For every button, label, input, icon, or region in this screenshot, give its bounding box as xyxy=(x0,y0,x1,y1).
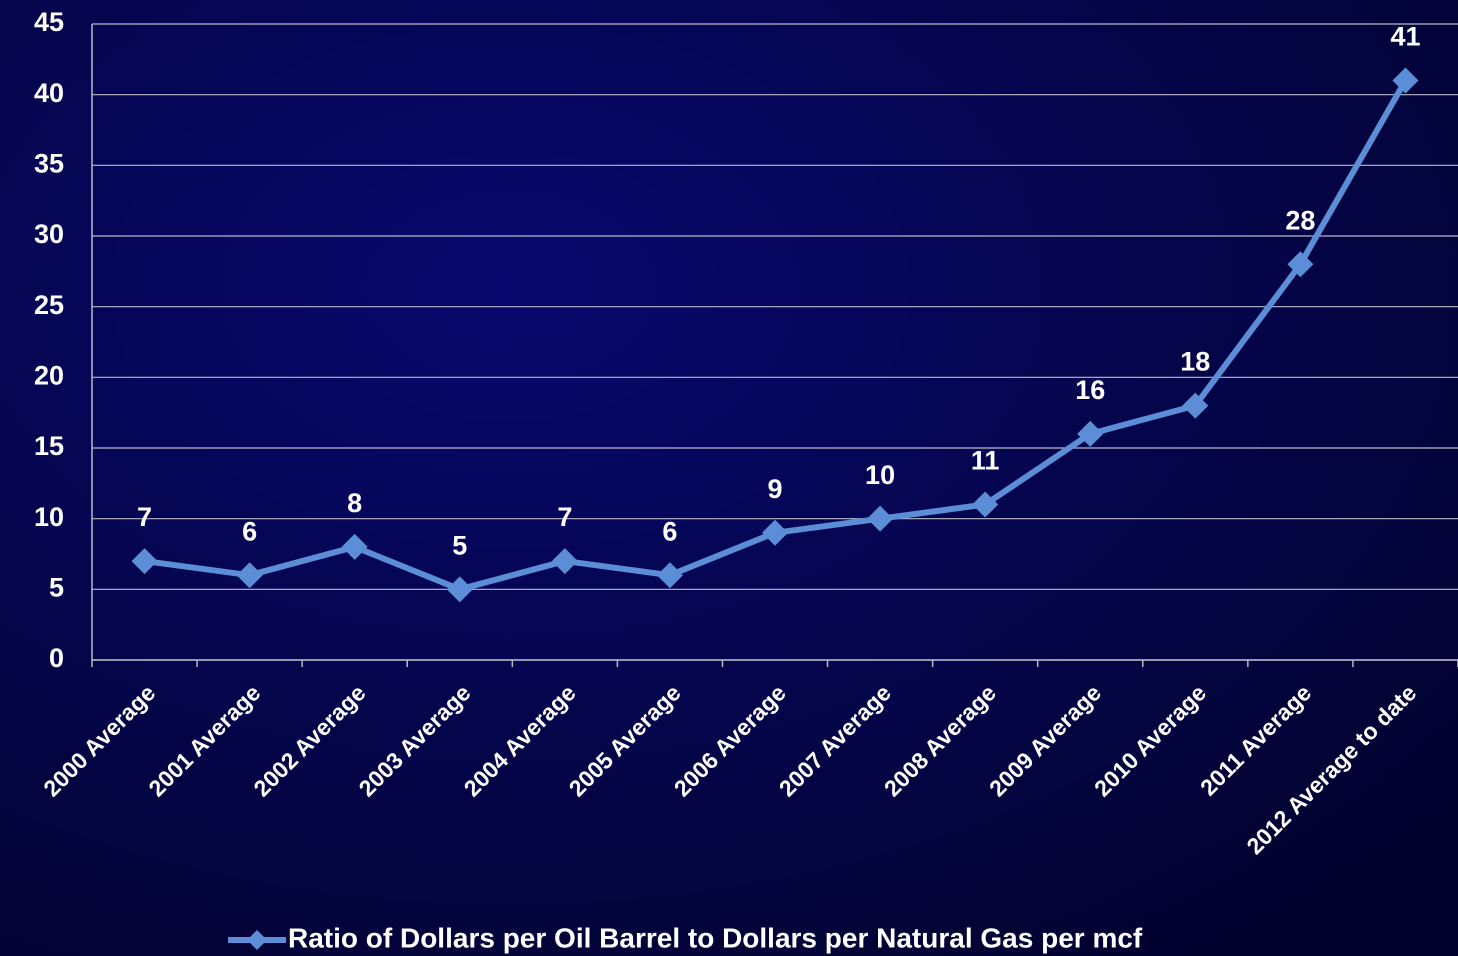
y-tick-label: 25 xyxy=(34,290,64,320)
data-label: 7 xyxy=(137,502,152,532)
point-marker xyxy=(972,491,999,518)
data-label: 6 xyxy=(662,516,677,546)
data-label: 5 xyxy=(452,530,467,560)
data-label: 16 xyxy=(1075,375,1105,405)
y-tick-label: 45 xyxy=(34,7,64,37)
point-marker xyxy=(236,562,263,589)
y-tick-label: 20 xyxy=(34,360,64,390)
y-tick-label: 5 xyxy=(49,572,64,602)
data-label: 7 xyxy=(557,502,572,532)
data-label: 18 xyxy=(1180,347,1210,377)
data-label: 41 xyxy=(1390,22,1420,52)
point-marker xyxy=(1182,392,1209,419)
point-marker xyxy=(446,576,473,603)
point-marker xyxy=(762,519,788,546)
point-marker xyxy=(1287,251,1314,278)
point-marker xyxy=(867,505,894,532)
legend-marker xyxy=(247,930,267,950)
data-label: 28 xyxy=(1285,205,1315,235)
point-marker xyxy=(656,562,683,589)
y-tick-label: 0 xyxy=(49,643,64,673)
point-marker xyxy=(131,548,158,575)
y-tick-label: 40 xyxy=(34,78,64,108)
y-tick-label: 30 xyxy=(34,219,64,249)
point-marker xyxy=(1077,420,1104,447)
y-tick-label: 10 xyxy=(34,502,64,532)
legend-label: Ratio of Dollars per Oil Barrel to Dolla… xyxy=(288,922,1143,953)
y-tick-label: 35 xyxy=(34,148,64,178)
data-label: 8 xyxy=(347,488,362,518)
data-label: 9 xyxy=(767,474,782,504)
point-marker xyxy=(341,533,368,560)
point-marker xyxy=(551,548,578,575)
data-label: 10 xyxy=(865,460,895,490)
data-label: 11 xyxy=(971,446,1000,476)
point-marker xyxy=(1392,67,1419,94)
y-tick-label: 15 xyxy=(34,431,64,461)
data-label: 6 xyxy=(242,516,257,546)
